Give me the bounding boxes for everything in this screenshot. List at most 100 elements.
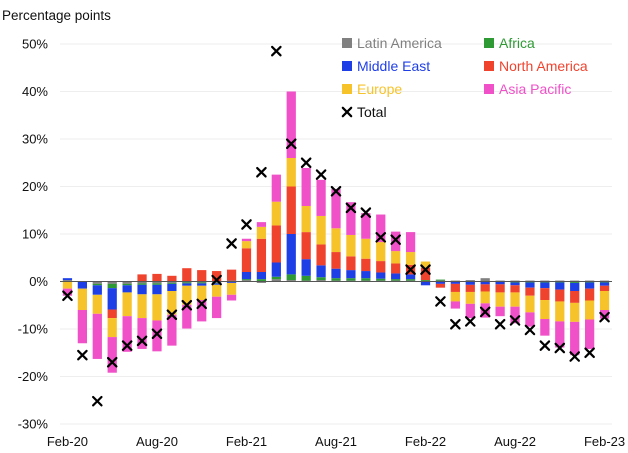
y-tick-label: 0% <box>29 274 48 289</box>
bar-segment <box>585 282 595 289</box>
bar-segment <box>197 300 207 322</box>
legend-label: North America <box>499 58 588 74</box>
legend-label: Europe <box>357 81 402 97</box>
bar-segment <box>420 281 431 286</box>
legend-swatch <box>484 38 494 48</box>
bar-segment <box>122 316 132 352</box>
bar-segment <box>361 278 371 281</box>
legend-label: Asia Pacific <box>499 81 571 97</box>
bar-segment <box>122 283 132 286</box>
y-tick-label: 50% <box>22 37 48 52</box>
bar-segment <box>182 268 192 282</box>
bar-segment <box>197 282 207 284</box>
total-markers <box>62 45 610 407</box>
bar-segment <box>540 319 550 336</box>
total-marker <box>211 274 222 286</box>
bar-segment <box>286 274 296 281</box>
bar-segment <box>585 288 595 301</box>
bar-segment <box>241 241 252 249</box>
bar-segment <box>167 275 177 282</box>
legend-label: Africa <box>499 35 535 51</box>
bar-segment <box>570 302 580 322</box>
bar-segment <box>331 268 341 279</box>
bar-segment <box>226 294 237 301</box>
x-tick-label: Aug-22 <box>494 434 536 449</box>
legend-swatch <box>342 84 352 94</box>
bar-segment <box>92 281 102 284</box>
bar-segment <box>465 280 475 282</box>
y-tick-label: 30% <box>22 132 48 147</box>
bar-segment <box>182 282 192 284</box>
x-tick-label: Feb-22 <box>405 434 446 449</box>
bar-segment <box>152 281 162 284</box>
total-marker <box>106 356 118 368</box>
bar-segment <box>271 279 281 282</box>
bar-segment <box>241 238 252 242</box>
bar-segment <box>510 292 520 307</box>
bar-segment <box>435 279 446 281</box>
bar-segment <box>420 261 431 268</box>
unit-label: Percentage points <box>2 8 111 23</box>
total-marker <box>539 340 551 351</box>
total-marker <box>77 349 88 361</box>
bar-segment <box>77 281 87 289</box>
bar-segment <box>420 267 431 281</box>
bar-segment <box>376 242 386 262</box>
bar-segment <box>301 205 311 233</box>
bar-segment <box>480 291 490 304</box>
bar-segment <box>286 234 296 275</box>
bar-segment <box>361 271 371 279</box>
bar-segment <box>286 91 296 158</box>
bar-segment <box>226 281 237 283</box>
bar-segment <box>301 275 311 281</box>
bar-segment <box>197 283 207 286</box>
total-marker <box>360 207 372 218</box>
bar-segment <box>540 288 550 301</box>
bar-segment <box>137 318 147 349</box>
bar-segment <box>405 274 416 280</box>
bar-segment <box>167 282 177 284</box>
legend-label: Middle East <box>357 58 430 74</box>
bar-segment <box>316 265 326 278</box>
bar-segment <box>465 284 475 292</box>
bar-segment <box>450 283 460 292</box>
bar-segment <box>316 244 326 266</box>
bar-segment <box>152 320 162 352</box>
bar-segment <box>525 287 535 296</box>
bar-segment <box>495 281 505 285</box>
bar-segment <box>167 291 177 315</box>
bar-segment <box>555 282 565 290</box>
total-marker <box>405 264 416 275</box>
total-marker <box>62 290 73 302</box>
bar-segment <box>241 272 252 280</box>
bar-segment <box>465 303 475 319</box>
bar-segment <box>62 281 73 289</box>
bar-segment <box>256 226 267 239</box>
bar-segment <box>226 269 237 281</box>
bar-segment <box>599 291 610 310</box>
bar-segment <box>555 289 565 302</box>
total-marker <box>285 138 297 150</box>
bar-segment <box>256 272 267 280</box>
bar-segment <box>525 312 535 327</box>
legend-label: Latin America <box>357 35 442 51</box>
bar-segment <box>241 248 252 272</box>
bar-segment <box>122 285 132 293</box>
bar-segment <box>107 318 117 338</box>
bar-segment <box>62 280 73 282</box>
bar-segment <box>376 214 386 243</box>
bar-segment <box>182 283 192 286</box>
bar-segment <box>167 283 177 292</box>
bar-segment <box>346 234 356 257</box>
bar-segment <box>316 277 326 281</box>
bar-segment <box>540 282 550 289</box>
bar-segment <box>77 288 87 311</box>
bar-segment <box>286 186 296 234</box>
legend-swatch <box>342 38 352 48</box>
bar-segment <box>107 281 117 284</box>
bar-segment <box>271 276 281 280</box>
bars <box>62 91 610 373</box>
bar-segment <box>271 201 281 226</box>
bar-segment <box>152 284 162 295</box>
y-tick-label: -30% <box>18 417 49 432</box>
